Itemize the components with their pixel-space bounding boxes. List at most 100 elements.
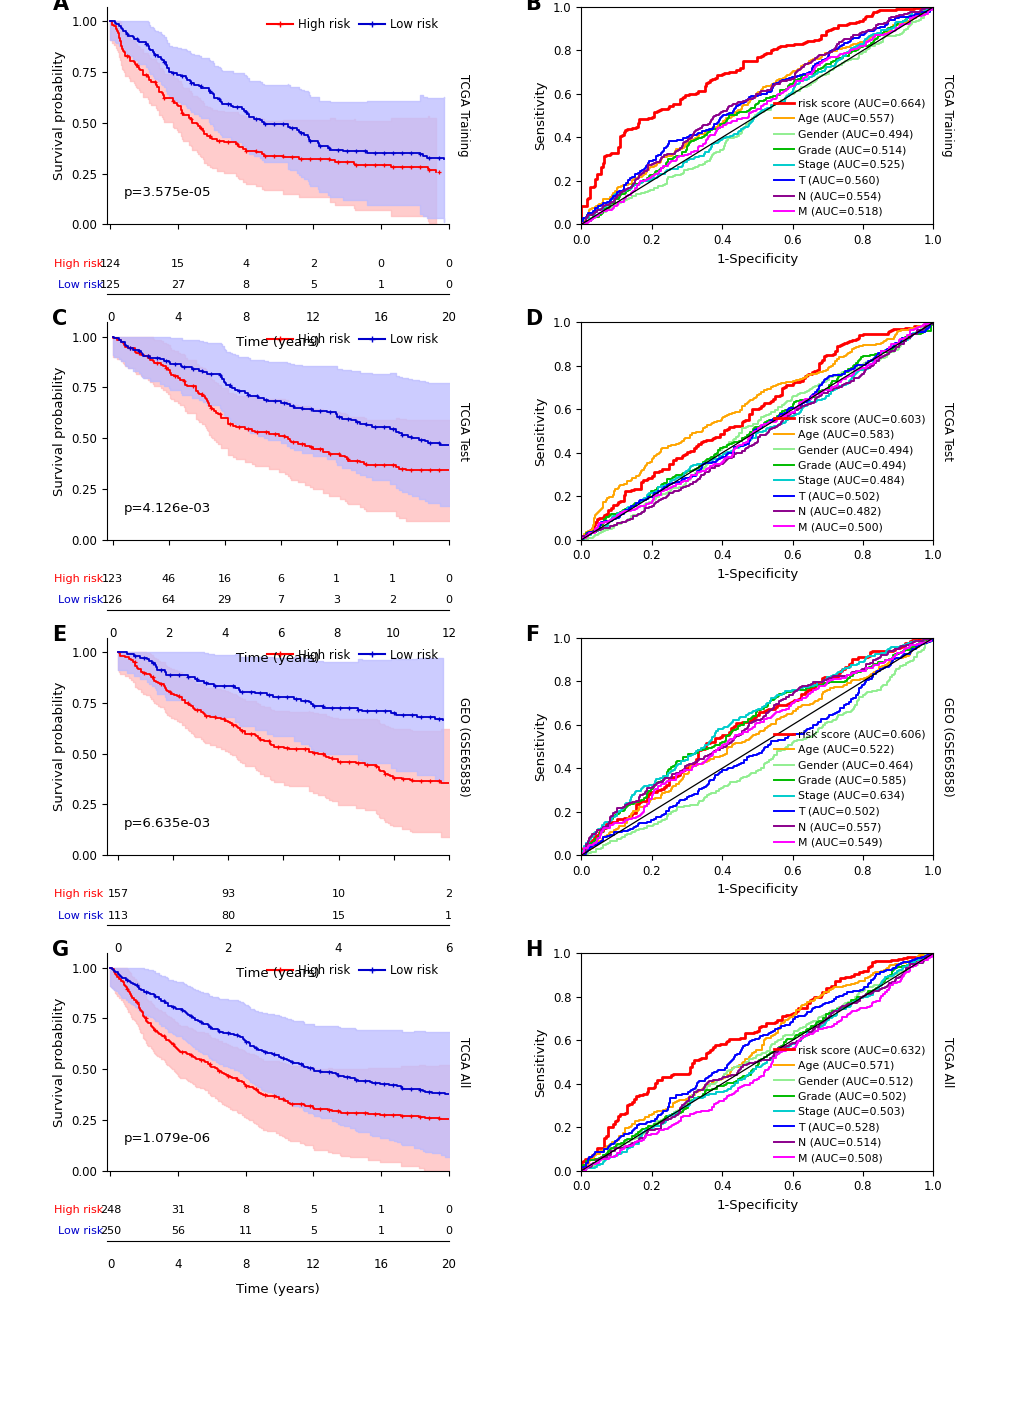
- T (AUC=0.502): [575, 531, 587, 548]
- M (AUC=0.500): [824, 379, 837, 395]
- Text: TCGA Training: TCGA Training: [457, 74, 470, 157]
- Text: TCGA Test: TCGA Test: [941, 401, 954, 461]
- Age (AUC=0.522): [814, 690, 826, 707]
- Age (AUC=0.557): [926, 0, 938, 15]
- N (AUC=0.554): [806, 52, 818, 69]
- Line: M (AUC=0.508): M (AUC=0.508): [581, 953, 932, 1171]
- N (AUC=0.514): [926, 945, 938, 962]
- risk score (AUC=0.632): [926, 945, 938, 962]
- Grade (AUC=0.502): [926, 945, 938, 962]
- Age (AUC=0.522): [814, 688, 826, 705]
- Stage (AUC=0.525): [716, 130, 729, 147]
- T (AUC=0.560): [702, 122, 714, 139]
- Age (AUC=0.583): [804, 367, 816, 384]
- Text: 11: 11: [238, 1225, 253, 1237]
- Text: 10: 10: [385, 627, 399, 639]
- risk score (AUC=0.632): [919, 945, 931, 962]
- Age (AUC=0.522): [706, 750, 718, 767]
- Age (AUC=0.583): [621, 472, 633, 489]
- Text: 0: 0: [109, 627, 116, 639]
- Line: M (AUC=0.549): M (AUC=0.549): [581, 638, 932, 855]
- Text: 93: 93: [221, 889, 235, 900]
- risk score (AUC=0.606): [744, 714, 756, 730]
- Age (AUC=0.557): [636, 167, 648, 184]
- Text: G: G: [52, 941, 69, 960]
- Text: 7: 7: [277, 594, 284, 606]
- Text: 123: 123: [102, 573, 123, 585]
- Gender (AUC=0.494): [926, 0, 938, 15]
- T (AUC=0.502): [815, 374, 827, 391]
- Text: A: A: [52, 0, 68, 14]
- Gender (AUC=0.494): [926, 314, 938, 331]
- Grade (AUC=0.514): [815, 59, 827, 76]
- Gender (AUC=0.494): [815, 374, 827, 391]
- N (AUC=0.514): [821, 1009, 834, 1026]
- Stage (AUC=0.503): [926, 945, 938, 962]
- Text: 1: 1: [445, 910, 451, 921]
- M (AUC=0.500): [824, 380, 837, 397]
- M (AUC=0.518): [575, 216, 587, 233]
- Grade (AUC=0.502): [643, 1117, 655, 1134]
- Text: 2: 2: [445, 889, 451, 900]
- Stage (AUC=0.503): [646, 1119, 658, 1136]
- T (AUC=0.528): [719, 1059, 732, 1075]
- risk score (AUC=0.603): [926, 314, 938, 331]
- Gender (AUC=0.494): [926, 0, 938, 15]
- Text: 80: 80: [221, 910, 235, 921]
- T (AUC=0.528): [926, 945, 938, 962]
- M (AUC=0.500): [720, 449, 733, 465]
- Text: TCGA All: TCGA All: [457, 1037, 470, 1087]
- Stage (AUC=0.484): [736, 437, 748, 454]
- Grade (AUC=0.514): [703, 122, 715, 139]
- Gender (AUC=0.512): [818, 1007, 830, 1023]
- risk score (AUC=0.606): [926, 629, 938, 646]
- Age (AUC=0.571): [575, 1162, 587, 1179]
- risk score (AUC=0.664): [796, 35, 808, 52]
- Stage (AUC=0.503): [726, 1078, 738, 1095]
- Y-axis label: Sensitivity: Sensitivity: [534, 712, 547, 781]
- Text: 124: 124: [100, 258, 121, 269]
- N (AUC=0.557): [697, 749, 709, 765]
- Stage (AUC=0.503): [722, 1080, 735, 1096]
- Stage (AUC=0.484): [827, 381, 840, 398]
- Grade (AUC=0.494): [925, 314, 937, 331]
- N (AUC=0.554): [710, 107, 722, 123]
- Gender (AUC=0.494): [649, 491, 661, 508]
- T (AUC=0.502): [653, 808, 665, 824]
- Text: 8: 8: [333, 627, 340, 639]
- Gender (AUC=0.464): [840, 704, 852, 721]
- Stage (AUC=0.525): [818, 62, 830, 79]
- Legend: High risk, Low risk: High risk, Low risk: [262, 13, 442, 35]
- Stage (AUC=0.503): [823, 1009, 836, 1026]
- Age (AUC=0.571): [725, 1061, 737, 1078]
- Text: 12: 12: [441, 627, 455, 639]
- risk score (AUC=0.606): [781, 697, 793, 714]
- Text: Low risk: Low risk: [58, 279, 103, 290]
- Gender (AUC=0.494): [815, 374, 827, 391]
- Gender (AUC=0.494): [723, 130, 736, 147]
- risk score (AUC=0.664): [699, 74, 711, 91]
- Text: 157: 157: [107, 889, 128, 900]
- Age (AUC=0.557): [703, 122, 715, 139]
- Grade (AUC=0.514): [718, 112, 731, 129]
- Text: 0: 0: [445, 1225, 451, 1237]
- Grade (AUC=0.502): [736, 1068, 748, 1085]
- Text: 10: 10: [331, 889, 345, 900]
- Gender (AUC=0.512): [922, 945, 934, 962]
- Gender (AUC=0.464): [926, 629, 938, 646]
- N (AUC=0.554): [696, 118, 708, 135]
- M (AUC=0.549): [805, 684, 817, 701]
- Stage (AUC=0.484): [925, 314, 937, 331]
- Grade (AUC=0.502): [819, 1007, 832, 1023]
- M (AUC=0.500): [575, 531, 587, 548]
- Gender (AUC=0.512): [575, 1162, 587, 1179]
- Line: Age (AUC=0.557): Age (AUC=0.557): [581, 7, 932, 224]
- T (AUC=0.560): [926, 0, 938, 15]
- Gender (AUC=0.512): [723, 1061, 736, 1078]
- Line: Grade (AUC=0.502): Grade (AUC=0.502): [581, 953, 932, 1171]
- Stage (AUC=0.634): [624, 791, 636, 808]
- Gender (AUC=0.512): [710, 1073, 722, 1089]
- Age (AUC=0.571): [923, 945, 935, 962]
- Grade (AUC=0.514): [575, 216, 587, 233]
- Age (AUC=0.583): [686, 426, 698, 443]
